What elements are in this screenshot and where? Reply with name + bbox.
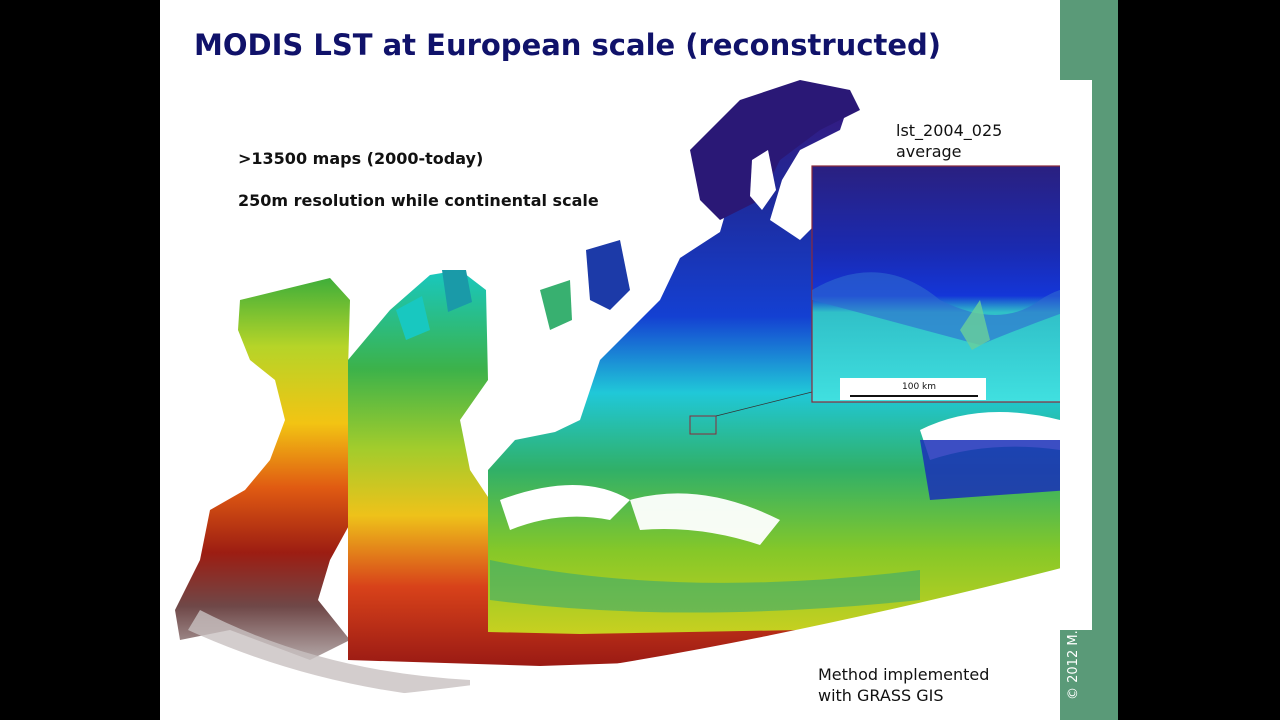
inset-pointer-line	[715, 391, 813, 417]
inset-caption-kind: average	[896, 142, 962, 161]
copyright-text: © 2012 M. Neteler, Italy	[1066, 541, 1081, 700]
bullet-maps-count: >13500 maps (2000-today)	[238, 149, 484, 168]
method-note: Method implemented with GRASS GIS	[818, 664, 989, 706]
presentation-slide: 100 km © 2012 M. Neteler, Italy MODIS LS…	[160, 0, 1118, 720]
inset-map: 100 km	[811, 165, 1101, 403]
inset-scale-label: 100 km	[902, 382, 936, 392]
lst-map-stack: 100 km	[160, 80, 1118, 720]
lst-map-front	[488, 80, 1092, 634]
slide-title: MODIS LST at European scale (reconstruct…	[194, 28, 942, 62]
inset-caption: lst_2004_025 average	[896, 120, 1002, 162]
lst-map-middle	[348, 270, 800, 666]
inset-scale-box	[840, 378, 986, 400]
method-note-line-1: Method implemented	[818, 665, 990, 684]
inset-caption-name: lst_2004_025	[896, 121, 1003, 140]
lst-map-back	[175, 278, 470, 700]
method-note-line-2: with GRASS GIS	[818, 686, 944, 705]
side-bar-notch	[1060, 80, 1092, 630]
inset-source-box	[689, 415, 717, 435]
bullet-resolution: 250m resolution while continental scale	[238, 191, 599, 210]
